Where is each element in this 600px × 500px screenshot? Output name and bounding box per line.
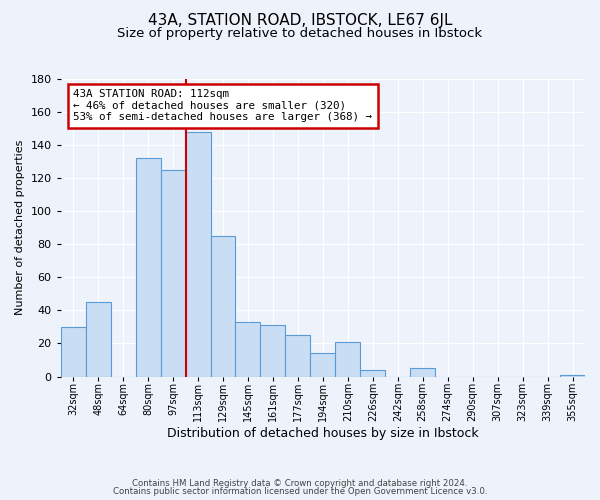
Text: Contains HM Land Registry data © Crown copyright and database right 2024.: Contains HM Land Registry data © Crown c… [132, 478, 468, 488]
Bar [335, 342, 361, 376]
Bar [211, 236, 235, 376]
Bar [310, 354, 335, 376]
Bar [260, 326, 286, 376]
Bar [560, 375, 585, 376]
Text: 43A, STATION ROAD, IBSTOCK, LE67 6JL: 43A, STATION ROAD, IBSTOCK, LE67 6JL [148, 12, 452, 28]
Text: Contains public sector information licensed under the Open Government Licence v3: Contains public sector information licen… [113, 487, 487, 496]
Bar [286, 335, 310, 376]
Bar [185, 132, 211, 376]
Bar [136, 158, 161, 376]
Bar [361, 370, 385, 376]
Text: Size of property relative to detached houses in Ibstock: Size of property relative to detached ho… [118, 28, 482, 40]
Bar [235, 322, 260, 376]
Text: 43A STATION ROAD: 112sqm
← 46% of detached houses are smaller (320)
53% of semi-: 43A STATION ROAD: 112sqm ← 46% of detach… [73, 89, 372, 122]
Bar [410, 368, 435, 376]
Bar [61, 327, 86, 376]
Bar [161, 170, 185, 376]
X-axis label: Distribution of detached houses by size in Ibstock: Distribution of detached houses by size … [167, 427, 479, 440]
Bar [86, 302, 110, 376]
Y-axis label: Number of detached properties: Number of detached properties [15, 140, 25, 316]
